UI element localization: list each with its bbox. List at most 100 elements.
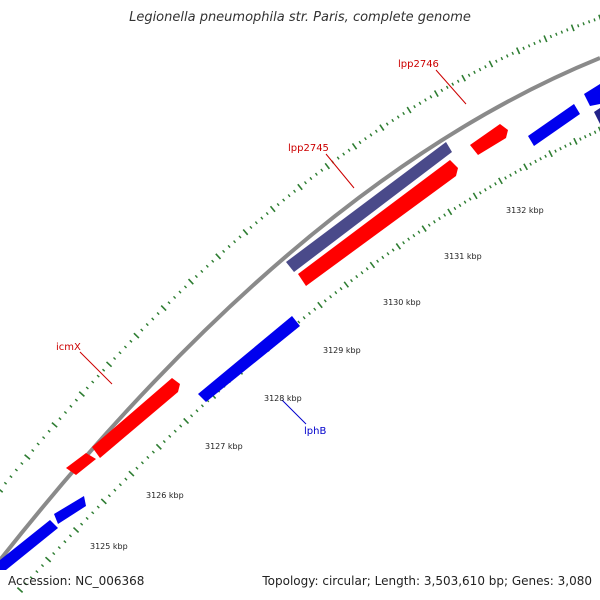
inner-ring-tick: [360, 271, 364, 275]
scale-label-3130: 3130 kbp: [383, 298, 421, 307]
outer-ring-tick: [358, 140, 362, 145]
inner-ring-tick: [118, 483, 122, 487]
inner-ring-tick: [376, 259, 380, 263]
inner-ring-tick: [162, 440, 166, 444]
outer-ring-tick: [24, 454, 31, 460]
inner-ring-tick: [478, 191, 482, 195]
outer-ring-tick: [102, 368, 106, 372]
gene-arrow-lphb[interactable]: [198, 316, 300, 402]
inner-ring-tick: [107, 494, 111, 498]
outer-ring-tick: [167, 301, 171, 305]
inner-ring-tick: [85, 516, 89, 520]
inner-ring-tick: [417, 230, 421, 234]
outer-ring-tick: [178, 290, 182, 294]
outer-ring-tick: [527, 44, 531, 48]
inner-ring-tick: [421, 225, 427, 232]
outer-ring-tick: [364, 137, 367, 141]
outer-ring-tick: [222, 249, 226, 253]
gene-arrow-lpp2746[interactable]: [470, 124, 508, 155]
inner-ring-tick: [155, 443, 162, 450]
outer-ring-tick: [424, 98, 427, 102]
inner-ring-tick: [548, 150, 553, 158]
gene-arrow-minus-5[interactable]: [594, 108, 600, 124]
outer-ring-tick: [440, 88, 444, 93]
scale-label-3131: 3131 kbp: [444, 252, 482, 261]
outer-ring-tick: [133, 332, 140, 339]
inner-ring-tick: [135, 466, 139, 470]
inner-ring-tick: [100, 498, 107, 505]
outer-ring-tick: [473, 70, 476, 75]
outer-ring-tick: [324, 162, 331, 170]
gene-highlight-lpp2745[interactable]: [286, 142, 452, 272]
gene-label-lpp2746[interactable]: lpp2746: [398, 59, 439, 70]
scale-label-3127: 3127 kbp: [205, 442, 243, 451]
inner-ring-tick: [35, 570, 39, 574]
inner-ring-tick: [539, 157, 542, 161]
outer-ring-tick: [413, 105, 416, 109]
inner-ring-tick: [334, 290, 338, 295]
gene-arrow-plus[interactable]: [66, 453, 96, 475]
inner-ring-tick: [369, 261, 376, 269]
accession-text: Accession: NC_006368: [8, 574, 145, 588]
outer-ring-tick: [233, 240, 237, 244]
inner-ring-tick: [583, 135, 587, 139]
inner-ring-tick: [407, 237, 411, 241]
inner-ring-tick: [317, 301, 323, 309]
outer-ring-tick: [242, 228, 249, 236]
outer-ring-tick: [297, 183, 303, 191]
outer-ring-tick: [69, 404, 73, 408]
gene-arrow-minus-3[interactable]: [528, 104, 580, 146]
inner-ring-tick: [128, 470, 135, 477]
inner-ring-tick: [113, 488, 117, 492]
gene-label-lphb[interactable]: lphB: [304, 426, 326, 437]
inner-ring-tick: [350, 278, 353, 283]
gene-label-icmx[interactable]: icmX: [56, 342, 81, 353]
gene-arrow-lpp2745-red[interactable]: [298, 160, 458, 286]
gene-arrow-minus[interactable]: [0, 520, 58, 570]
gene-arrow-minus-4[interactable]: [584, 84, 600, 106]
inner-ring-tick: [323, 299, 327, 303]
outer-ring-tick: [570, 24, 575, 32]
topology-summary: Topology: circular; Length: 3,503,610 bp…: [262, 574, 592, 588]
inner-ring-tick: [329, 295, 333, 299]
outer-ring-tick: [96, 374, 100, 378]
gene-label-lpp2745[interactable]: lpp2745: [288, 143, 329, 154]
inner-ring-tick: [297, 320, 301, 324]
inner-ring-tick: [395, 243, 402, 250]
outer-ring-tick: [205, 264, 209, 268]
inner-ring-tick: [355, 274, 359, 279]
inner-ring-tick: [57, 546, 61, 550]
inner-ring-tick: [91, 511, 95, 515]
outer-ring-tick: [309, 176, 313, 181]
outer-ring-tick: [391, 118, 395, 123]
inner-ring-tick: [173, 429, 177, 433]
outer-ring-tick: [467, 73, 471, 77]
scale-label-3128: 3128 kbp: [264, 394, 302, 403]
outer-ring-tick: [14, 468, 18, 472]
outer-ring-tick: [183, 285, 188, 289]
inner-ring-tick: [579, 137, 582, 141]
scale-label-3126: 3126 kbp: [146, 491, 184, 500]
outer-ring-tick: [172, 295, 177, 299]
map-title: Legionella pneumophila str. Paris, compl…: [129, 10, 471, 25]
outer-ring-tick: [187, 278, 194, 285]
outer-ring-tick: [445, 85, 449, 89]
inner-ring-tick: [40, 563, 45, 568]
outer-ring-tick: [429, 95, 433, 99]
inner-ring-tick: [179, 424, 183, 428]
inner-ring-tick: [189, 414, 194, 418]
gene-arrow-icmx[interactable]: [92, 378, 180, 458]
outer-ring-tick: [500, 56, 504, 61]
outer-ring-tick: [582, 22, 585, 26]
outer-ring-tick: [215, 253, 222, 260]
outer-ring-tick: [211, 259, 215, 263]
outer-ring-tick: [118, 351, 122, 355]
inner-ring-tick: [24, 582, 28, 586]
inner-ring-tick: [433, 220, 436, 224]
inner-ring-tick: [183, 417, 190, 425]
outer-ring-tick: [42, 436, 46, 440]
outer-ring-tick: [105, 361, 113, 368]
outer-ring-tick: [238, 235, 242, 239]
gene-arrow-minus-2[interactable]: [54, 496, 86, 524]
inner-ring-tick: [519, 167, 522, 172]
